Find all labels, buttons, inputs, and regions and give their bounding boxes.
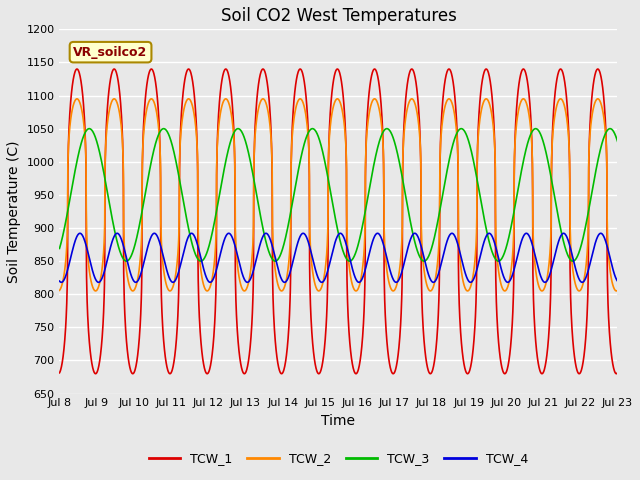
TCW_3 [598, 142, 605, 148]
TCW_3 [56, 246, 63, 252]
TCW_3 [495, 258, 503, 264]
TCW_1 [598, 75, 605, 81]
TCW_1 [84, 318, 92, 324]
TCW_4 [597, 230, 605, 236]
TCW_2 [259, 96, 267, 102]
TCW_1 [614, 370, 621, 376]
TCW_3 [84, 126, 92, 132]
TCW_4 [614, 278, 621, 284]
TCW_2 [312, 285, 320, 291]
TCW_2 [598, 102, 605, 108]
TCW_4 [495, 258, 503, 264]
TCW_4 [56, 278, 63, 284]
Line: TCW_3: TCW_3 [60, 129, 618, 261]
TCW_3 [327, 192, 335, 198]
TCW_4 [243, 279, 251, 285]
Line: TCW_2: TCW_2 [60, 99, 618, 291]
TCW_1 [259, 66, 267, 72]
TCW_4 [84, 250, 92, 255]
TCW_4 [598, 231, 605, 237]
TCW_2 [327, 116, 335, 122]
TCW_3 [312, 129, 320, 135]
TCW_3 [160, 126, 168, 132]
TCW_3 [598, 141, 605, 147]
TCW_3 [614, 138, 621, 144]
X-axis label: Time: Time [321, 414, 355, 428]
TCW_2 [495, 272, 503, 278]
TCW_2 [598, 103, 605, 108]
TCW_1 [327, 98, 335, 104]
TCW_1 [56, 370, 63, 376]
TCW_2 [612, 288, 620, 294]
TCW_3 [420, 258, 428, 264]
TCW_4 [598, 231, 605, 237]
TCW_1 [312, 366, 320, 372]
Legend: TCW_1, TCW_2, TCW_3, TCW_4: TCW_1, TCW_2, TCW_3, TCW_4 [144, 447, 533, 470]
Y-axis label: Soil Temperature (C): Soil Temperature (C) [7, 140, 21, 283]
TCW_4 [327, 255, 335, 261]
TCW_2 [56, 288, 63, 293]
Text: VR_soilco2: VR_soilco2 [74, 46, 148, 59]
Line: TCW_4: TCW_4 [60, 233, 618, 282]
TCW_1 [598, 77, 605, 83]
Line: TCW_1: TCW_1 [60, 69, 618, 374]
TCW_4 [312, 270, 320, 276]
TCW_2 [84, 255, 92, 261]
TCW_1 [495, 346, 503, 351]
Title: Soil CO2 West Temperatures: Soil CO2 West Temperatures [221, 7, 456, 25]
TCW_2 [614, 288, 621, 293]
TCW_1 [612, 371, 620, 377]
